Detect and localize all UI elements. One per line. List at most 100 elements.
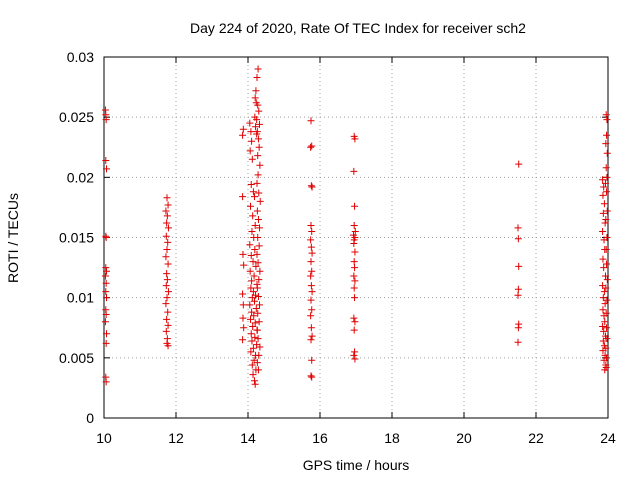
data-point: [514, 291, 522, 299]
data-point: [248, 361, 256, 369]
y-tick-labels: 0 0.005 0.01 0.015 0.02 0.025 0.03: [59, 49, 94, 426]
data-point: [247, 330, 255, 338]
data-point: [350, 240, 358, 248]
data-point: [602, 215, 610, 223]
y-tick-label: 0.02: [67, 169, 94, 185]
data-point: [602, 164, 610, 172]
data-point: [603, 354, 611, 362]
data-point: [601, 318, 609, 326]
data-point: [252, 87, 260, 95]
data-point: [239, 125, 247, 133]
data-point: [251, 221, 259, 229]
data-points: [101, 65, 611, 388]
data-point: [350, 167, 358, 175]
data-point: [162, 253, 170, 261]
data-point: [254, 234, 262, 241]
data-point: [239, 131, 247, 139]
data-point: [515, 160, 523, 168]
data-point: [255, 276, 263, 284]
data-point: [603, 260, 611, 268]
data-point: [249, 212, 257, 220]
data-point: [308, 306, 316, 314]
data-point: [254, 215, 262, 223]
data-point: [162, 327, 170, 335]
data-point: [162, 282, 170, 290]
data-point: [307, 143, 315, 151]
data-point: [251, 333, 259, 341]
data-point: [308, 373, 316, 381]
data-point: [603, 296, 611, 304]
data-point: [307, 312, 315, 320]
y-tick-label: 0.025: [59, 109, 94, 125]
data-point: [603, 116, 611, 124]
data-point: [599, 191, 607, 199]
data-point: [246, 119, 254, 127]
data-point: [600, 327, 608, 335]
data-point: [599, 306, 607, 314]
data-point: [254, 65, 262, 73]
data-point: [240, 324, 248, 332]
data-point: [307, 258, 315, 266]
data-point: [249, 288, 257, 296]
data-point: [254, 309, 262, 317]
data-point: [350, 314, 358, 322]
data-point: [308, 267, 316, 275]
data-point: [351, 318, 359, 326]
data-point: [256, 161, 264, 169]
x-tick-label: 22: [528, 430, 544, 446]
data-point: [599, 209, 607, 217]
data-point: [248, 277, 256, 285]
data-point: [102, 311, 110, 319]
data-point: [351, 248, 359, 256]
data-point: [350, 284, 358, 292]
x-tick-label: 20: [456, 430, 472, 446]
y-axis-label: ROTI / TECUs: [5, 193, 21, 283]
data-point: [248, 294, 256, 302]
data-point: [248, 227, 256, 235]
data-point: [307, 324, 315, 332]
data-point: [307, 236, 315, 244]
data-point: [603, 207, 611, 215]
data-point: [164, 260, 172, 268]
data-point: [602, 309, 610, 317]
data-point: [239, 193, 247, 201]
data-point: [254, 152, 262, 160]
data-point: [307, 372, 315, 380]
data-point: [256, 224, 264, 232]
y-tick-label: 0.005: [59, 350, 94, 366]
data-point: [602, 246, 610, 254]
data-point: [351, 355, 359, 363]
data-point: [351, 202, 359, 210]
data-point: [163, 219, 171, 227]
data-point: [163, 270, 171, 278]
data-point: [601, 272, 609, 280]
data-point: [351, 264, 359, 272]
data-point: [246, 241, 254, 249]
data-point: [350, 351, 358, 359]
data-point: [602, 111, 610, 119]
data-point: [253, 73, 261, 81]
data-point: [351, 227, 359, 235]
data-point: [601, 179, 609, 187]
data-point: [239, 290, 247, 298]
data-point: [599, 255, 607, 263]
data-point: [101, 272, 109, 280]
data-point: [240, 261, 248, 269]
data-point: [247, 181, 255, 189]
data-point: [599, 227, 607, 235]
data-point: [248, 337, 256, 345]
data-point: [603, 276, 611, 284]
y-tick-label: 0.015: [59, 230, 94, 246]
data-point: [253, 326, 261, 334]
data-point: [163, 315, 171, 323]
data-point: [101, 318, 109, 326]
data-point: [307, 117, 315, 125]
data-point: [103, 294, 111, 302]
data-point: [102, 378, 110, 386]
data-point: [253, 130, 261, 138]
data-point: [246, 147, 254, 155]
data-point: [162, 300, 170, 308]
data-point: [308, 142, 316, 150]
data-point: [603, 324, 611, 332]
data-point: [246, 267, 254, 275]
